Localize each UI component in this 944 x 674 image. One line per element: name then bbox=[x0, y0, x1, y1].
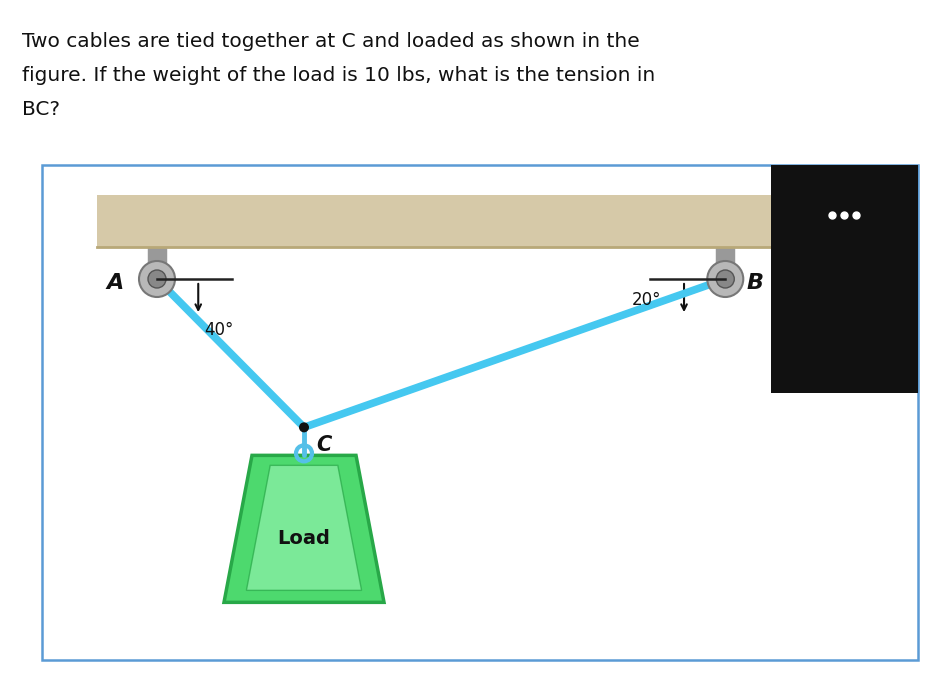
Polygon shape bbox=[246, 465, 362, 590]
Circle shape bbox=[298, 423, 309, 432]
Text: A: A bbox=[107, 273, 124, 293]
Text: 40°: 40° bbox=[204, 321, 233, 339]
Text: B: B bbox=[746, 273, 763, 293]
Bar bbox=[42, 165, 917, 660]
Text: C: C bbox=[316, 435, 331, 456]
Text: Load: Load bbox=[278, 529, 330, 549]
Text: Two cables are tied together at C and loaded as shown in the: Two cables are tied together at C and lo… bbox=[22, 32, 639, 51]
Circle shape bbox=[148, 270, 166, 288]
Bar bbox=[770, 165, 917, 393]
Circle shape bbox=[716, 270, 733, 288]
Polygon shape bbox=[224, 456, 383, 603]
Text: 20°: 20° bbox=[632, 291, 661, 309]
Circle shape bbox=[706, 261, 743, 297]
Bar bbox=[97, 195, 828, 247]
Circle shape bbox=[139, 261, 175, 297]
Text: figure. If the weight of the load is 10 lbs, what is the tension in: figure. If the weight of the load is 10 … bbox=[22, 66, 654, 85]
Text: BC?: BC? bbox=[22, 100, 59, 119]
